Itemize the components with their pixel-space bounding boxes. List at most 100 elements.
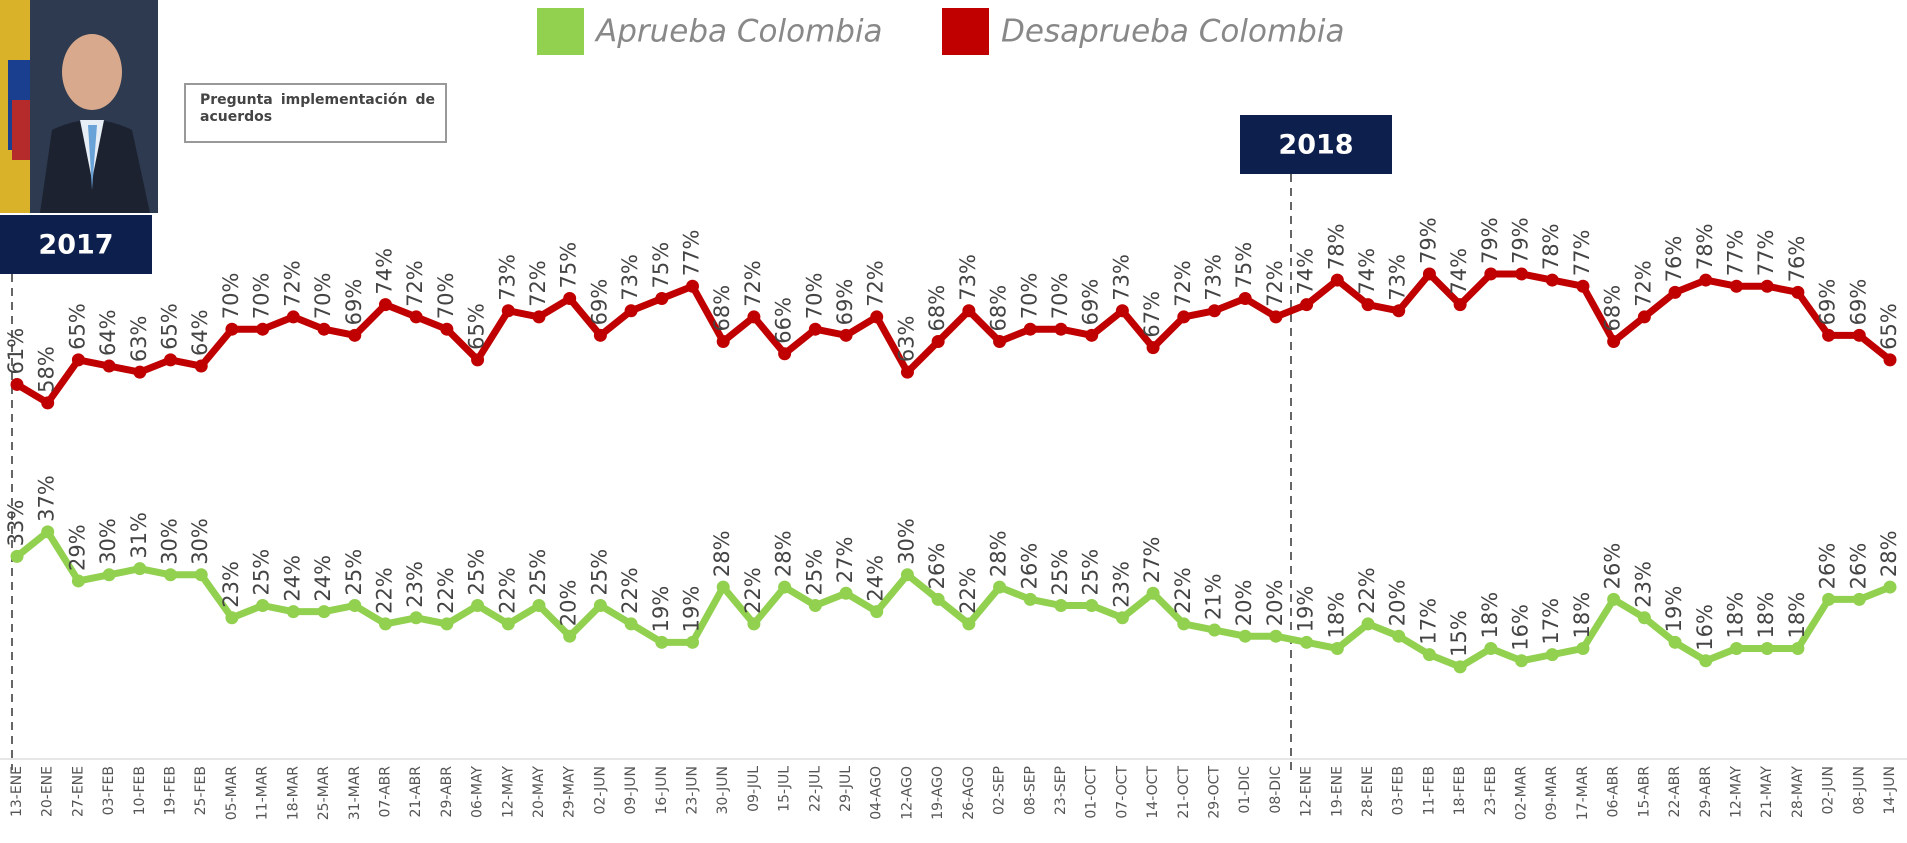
point: [1300, 298, 1314, 312]
x-tick-label: 31-MAR: [347, 766, 363, 821]
point: [962, 304, 976, 318]
point: [1453, 660, 1467, 674]
point: [1576, 641, 1590, 655]
value-label: 29%: [65, 524, 89, 571]
point: [1146, 341, 1160, 355]
point: [1392, 304, 1406, 318]
point: [409, 310, 423, 324]
value-label: 25%: [1048, 549, 1072, 596]
value-label: 25%: [802, 549, 826, 596]
value-label: 20%: [1263, 580, 1287, 627]
point: [440, 617, 454, 631]
point: [532, 599, 546, 612]
value-label: 18%: [1754, 592, 1778, 639]
value-label: 22%: [1171, 567, 1195, 614]
value-label: 27%: [1140, 537, 1164, 584]
point: [225, 322, 239, 336]
x-tick-label: 14-OCT: [1145, 766, 1161, 819]
point: [1729, 641, 1743, 655]
point: [41, 525, 55, 539]
x-tick-label: 09-JUN: [623, 766, 639, 815]
value-label: 22%: [1355, 567, 1379, 614]
x-tick-label: 12-ENE: [1299, 766, 1315, 817]
point: [133, 365, 147, 379]
x-tick-label: 18-FEB: [1452, 766, 1468, 815]
point: [10, 377, 24, 391]
value-label: 74%: [1294, 248, 1318, 295]
x-tick-label: 07-OCT: [1114, 766, 1130, 819]
point: [164, 568, 178, 582]
point: [348, 599, 362, 612]
x-tick-label: 07-ABR: [377, 766, 393, 818]
value-label: 69%: [342, 279, 366, 326]
point: [71, 574, 85, 588]
point: [593, 599, 607, 612]
point: [1054, 599, 1068, 612]
x-tick-label: 01-OCT: [1084, 766, 1100, 819]
point: [1760, 641, 1774, 655]
value-label: 70%: [219, 273, 243, 320]
x-tick-label: 15-ABR: [1636, 766, 1652, 818]
value-label: 73%: [1109, 254, 1133, 301]
legend-label: Aprueba Colombia: [594, 14, 883, 50]
x-tick-label: 17-MAR: [1575, 766, 1591, 821]
value-label: 23%: [219, 561, 243, 608]
value-label: 68%: [925, 285, 949, 332]
point: [71, 353, 85, 367]
x-tick-label: 09-JUL: [746, 766, 762, 812]
point: [41, 396, 55, 410]
x-tick-label: 14-JUN: [1882, 766, 1898, 815]
value-label: 65%: [65, 303, 89, 350]
point: [1515, 654, 1529, 668]
value-label: 67%: [1140, 291, 1164, 338]
point: [1238, 292, 1252, 305]
x-tick-label: 23-SEP: [1053, 766, 1069, 815]
value-label: 78%: [1324, 223, 1348, 270]
value-label: 22%: [434, 567, 458, 614]
point: [1392, 629, 1406, 643]
value-label: 72%: [741, 260, 765, 307]
point: [1300, 635, 1314, 649]
value-label: 25%: [587, 549, 611, 596]
point: [409, 611, 423, 625]
value-label: 75%: [1232, 242, 1256, 289]
point: [716, 580, 730, 594]
value-label: 74%: [372, 248, 396, 295]
point: [1238, 629, 1252, 643]
value-label: 28%: [710, 530, 734, 577]
x-tick-label: 15-JUL: [777, 766, 793, 812]
point: [1760, 279, 1774, 293]
value-label: 20%: [1386, 580, 1410, 627]
value-label: 63%: [127, 315, 151, 362]
point: [1361, 617, 1375, 631]
x-tick-label: 10-FEB: [132, 766, 148, 815]
value-label: 17%: [1539, 598, 1563, 645]
x-tick-label: 13-ENE: [9, 766, 25, 817]
point: [870, 605, 884, 619]
value-label: 77%: [1570, 230, 1594, 277]
value-label: 15%: [1447, 610, 1471, 657]
point: [1637, 310, 1651, 324]
value-label: 72%: [1631, 260, 1655, 307]
point: [778, 580, 792, 594]
x-tick-label: 28-ENE: [1360, 766, 1376, 817]
value-label: 73%: [618, 254, 642, 301]
x-tick-label: 08-SEP: [1022, 766, 1038, 815]
year-label: 2017: [38, 230, 113, 261]
x-tick-label: 25-FEB: [193, 766, 209, 815]
point: [1207, 623, 1221, 637]
point: [1207, 304, 1221, 318]
value-label: 70%: [802, 273, 826, 320]
point: [1576, 279, 1590, 293]
value-label: 64%: [96, 309, 120, 356]
point: [471, 353, 485, 367]
value-label: 28%: [987, 530, 1011, 577]
x-tick-label: 26-AGO: [961, 766, 977, 820]
value-label: 73%: [495, 254, 519, 301]
value-label: 16%: [1693, 604, 1717, 651]
photo: [0, 0, 158, 213]
value-label: 72%: [403, 260, 427, 307]
value-label: 24%: [280, 555, 304, 602]
value-label: 78%: [1539, 223, 1563, 270]
